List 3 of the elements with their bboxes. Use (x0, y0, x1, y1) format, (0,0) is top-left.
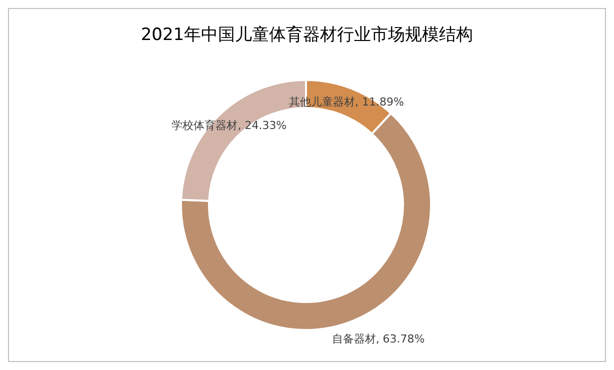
slice-label: 自备器材, 63.78% (332, 332, 425, 346)
slice-label: 学校体育器材, 24.33% (172, 118, 287, 132)
chart-title: 2021年中国儿童体育器材行业市场规模结构 (140, 24, 474, 46)
